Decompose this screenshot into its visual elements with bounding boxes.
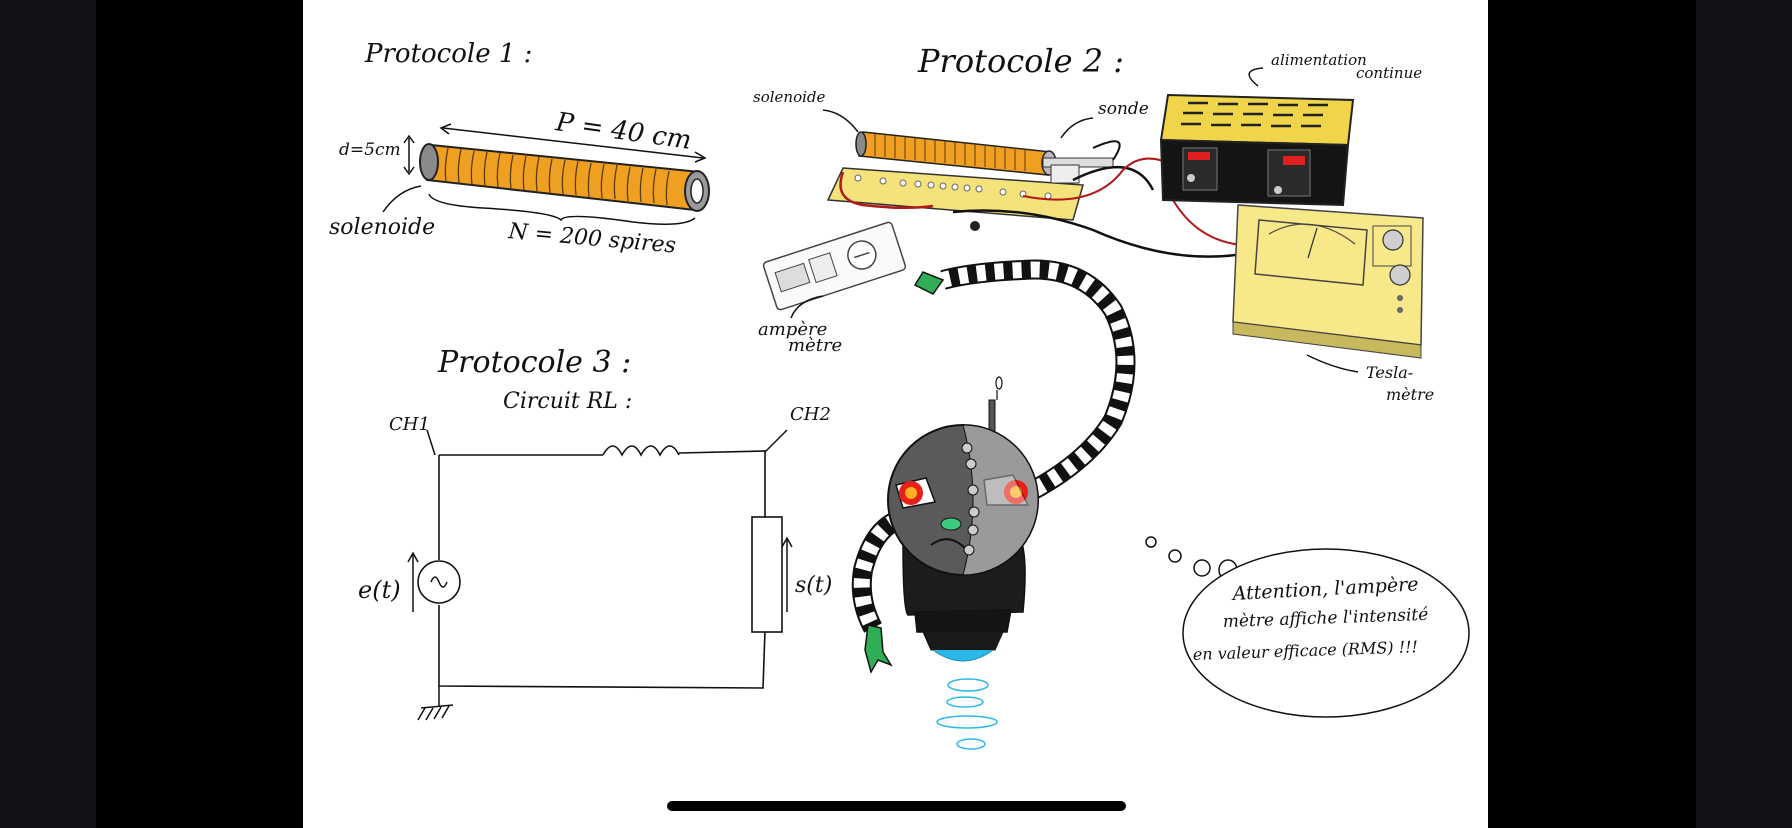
ch1-probe [426,429,436,456]
p2-solenoid-pointer [822,109,859,133]
inductor [602,445,680,457]
ground-symbol [417,686,454,721]
turns-brace [428,193,696,225]
power-label-line1: alimentation [1271,51,1367,69]
robot-base [922,631,1004,651]
ammeter-label-line2: mètre [788,335,842,356]
teslameter-pointer [1306,354,1359,373]
robot-mouth [930,538,966,549]
ammeter-pointer [790,295,824,319]
robot-hover-rings [936,678,998,750]
robot [851,259,1238,750]
teslameter [1232,204,1424,359]
protocol3-group: Protocole 3 : Circuit RL : CH1 CH2 s(t) … [358,345,832,721]
ac-source-symbol [430,576,448,588]
wire-red-1 [839,171,934,210]
wire-black-long [952,209,1264,258]
power-label-line2: continue [1356,64,1422,82]
speech-bubble: Attention, l'ampère mètre affiche l'inte… [1182,548,1470,718]
robot-lower-body [914,609,1012,633]
ch2-label: CH2 [790,404,831,425]
robot-left-hand [864,624,893,674]
probe-label: sonde [1098,99,1149,119]
ammeter-label-line1: ampère [758,319,827,340]
robot-right-hand [913,271,945,295]
protocol1-title: Protocole 1 : [364,39,532,69]
circuit-top-wire-right [678,450,766,520]
ch1-label: CH1 [389,414,430,435]
ammeter-connector [970,221,980,231]
teslameter-label-line2: mètre [1386,385,1434,404]
robot-right-eye-socket [983,474,1030,506]
robot-head-rivets [961,442,980,556]
thought-bubbles [1145,536,1238,581]
diameter-label: d=5cm [339,140,401,160]
length-arrow-head-left [439,123,452,135]
robot-antenna-tip [995,376,1003,390]
resistor-label: s(t) [795,573,832,598]
home-indicator[interactable] [667,801,1126,811]
source-label: e(t) [358,576,401,604]
power-supply [1159,93,1355,207]
probe-pointer [1060,117,1094,139]
p2-solenoid-coil [855,131,1114,184]
solenoid-coil [419,143,710,212]
ch2-probe [764,429,788,453]
protocol2-group: Protocole 2 : solenoide sonde alimentati… [753,42,1434,404]
diameter-arrow-heads [403,134,415,176]
p2-solenoid-label: solenoide [753,88,825,106]
resistor-voltage-arrow-head [781,536,793,548]
drawing-sheet: Protocole 1 : P = 40 cm d=5cm [303,0,1488,828]
right-letterbox [1696,0,1792,828]
solenoid-label: solenoide [329,215,435,240]
robot-nose [940,517,962,531]
left-letterbox [0,0,96,828]
turns-label: N = 200 spires [506,219,676,259]
ammeter [762,221,907,311]
robot-right-arm-stripes [940,261,1134,513]
speech-bubble-outline [1182,548,1470,718]
diagram-canvas: Protocole 1 : P = 40 cm d=5cm [329,39,1470,750]
wire-black-probe [1072,165,1155,191]
length-arrow [442,127,704,159]
solenoid-pointer [382,185,422,213]
source-voltage-arrow-head [407,551,419,563]
wire-black-loop [1092,140,1121,161]
protocol3-subtitle: Circuit RL : [503,389,632,414]
power-pointer [1248,67,1264,87]
circuit-bottom-wire [438,605,766,689]
breadboard [826,167,1084,221]
robot-left-arm-outline [851,510,903,633]
protocol2-title: Protocole 2 : [917,42,1124,80]
robot-thruster [932,649,994,662]
protocol1-group: Protocole 1 : P = 40 cm d=5cm [329,39,710,259]
protocol3-title: Protocole 3 : [437,345,631,380]
resistor [751,516,783,633]
length-arrow-head-right [694,151,707,163]
teslameter-label-line1: Tesla- [1366,363,1413,382]
wire-red-2 [1022,157,1174,201]
